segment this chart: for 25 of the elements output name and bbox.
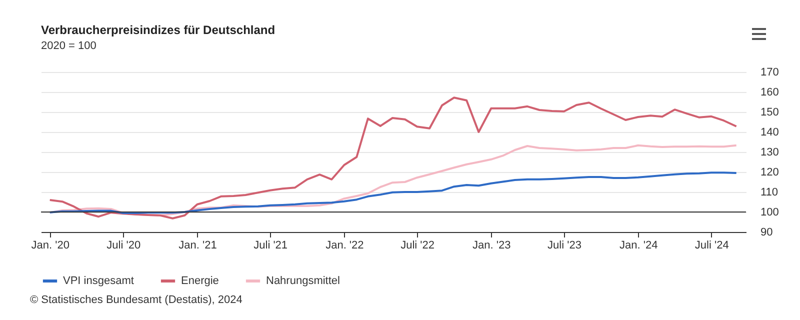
- x-tick-label: Juli '24: [694, 240, 729, 252]
- x-tick-label: Jan. '20: [31, 240, 70, 252]
- y-tick-label: 170: [760, 66, 779, 78]
- x-tick-label: Juli '23: [548, 240, 582, 252]
- y-tick-label: 150: [760, 106, 779, 118]
- x-tick-label: Juli '20: [106, 240, 141, 252]
- x-tick-label: Jan. '21: [178, 240, 217, 252]
- y-tick-label: 110: [760, 186, 778, 198]
- legend-label: Nahrungsmittel: [266, 275, 340, 287]
- y-tick-label: 130: [760, 146, 779, 158]
- x-tick-label: Juli '21: [254, 240, 288, 252]
- y-tick-label: 100: [760, 206, 779, 218]
- text: © Statistisches Bundesamt (Destatis), 2024: [30, 294, 242, 306]
- x-tick-label: Juli '22: [400, 240, 435, 252]
- y-tick-label: 90: [760, 226, 773, 238]
- x-tick-label: Jan. '24: [620, 240, 658, 252]
- x-tick-label: Jan. '23: [472, 240, 511, 252]
- y-tick-label: 160: [760, 86, 779, 98]
- legend-label: Energie: [181, 275, 219, 287]
- chart-title: Verbraucherpreisindizes für Deutschland: [41, 23, 276, 37]
- chart-subtitle: 2020 = 100: [41, 40, 96, 52]
- legend-label: VPI insgesamt: [63, 275, 134, 287]
- y-tick-label: 140: [760, 126, 779, 138]
- y-tick-label: 120: [760, 166, 779, 178]
- x-tick-label: Jan. '22: [326, 240, 364, 252]
